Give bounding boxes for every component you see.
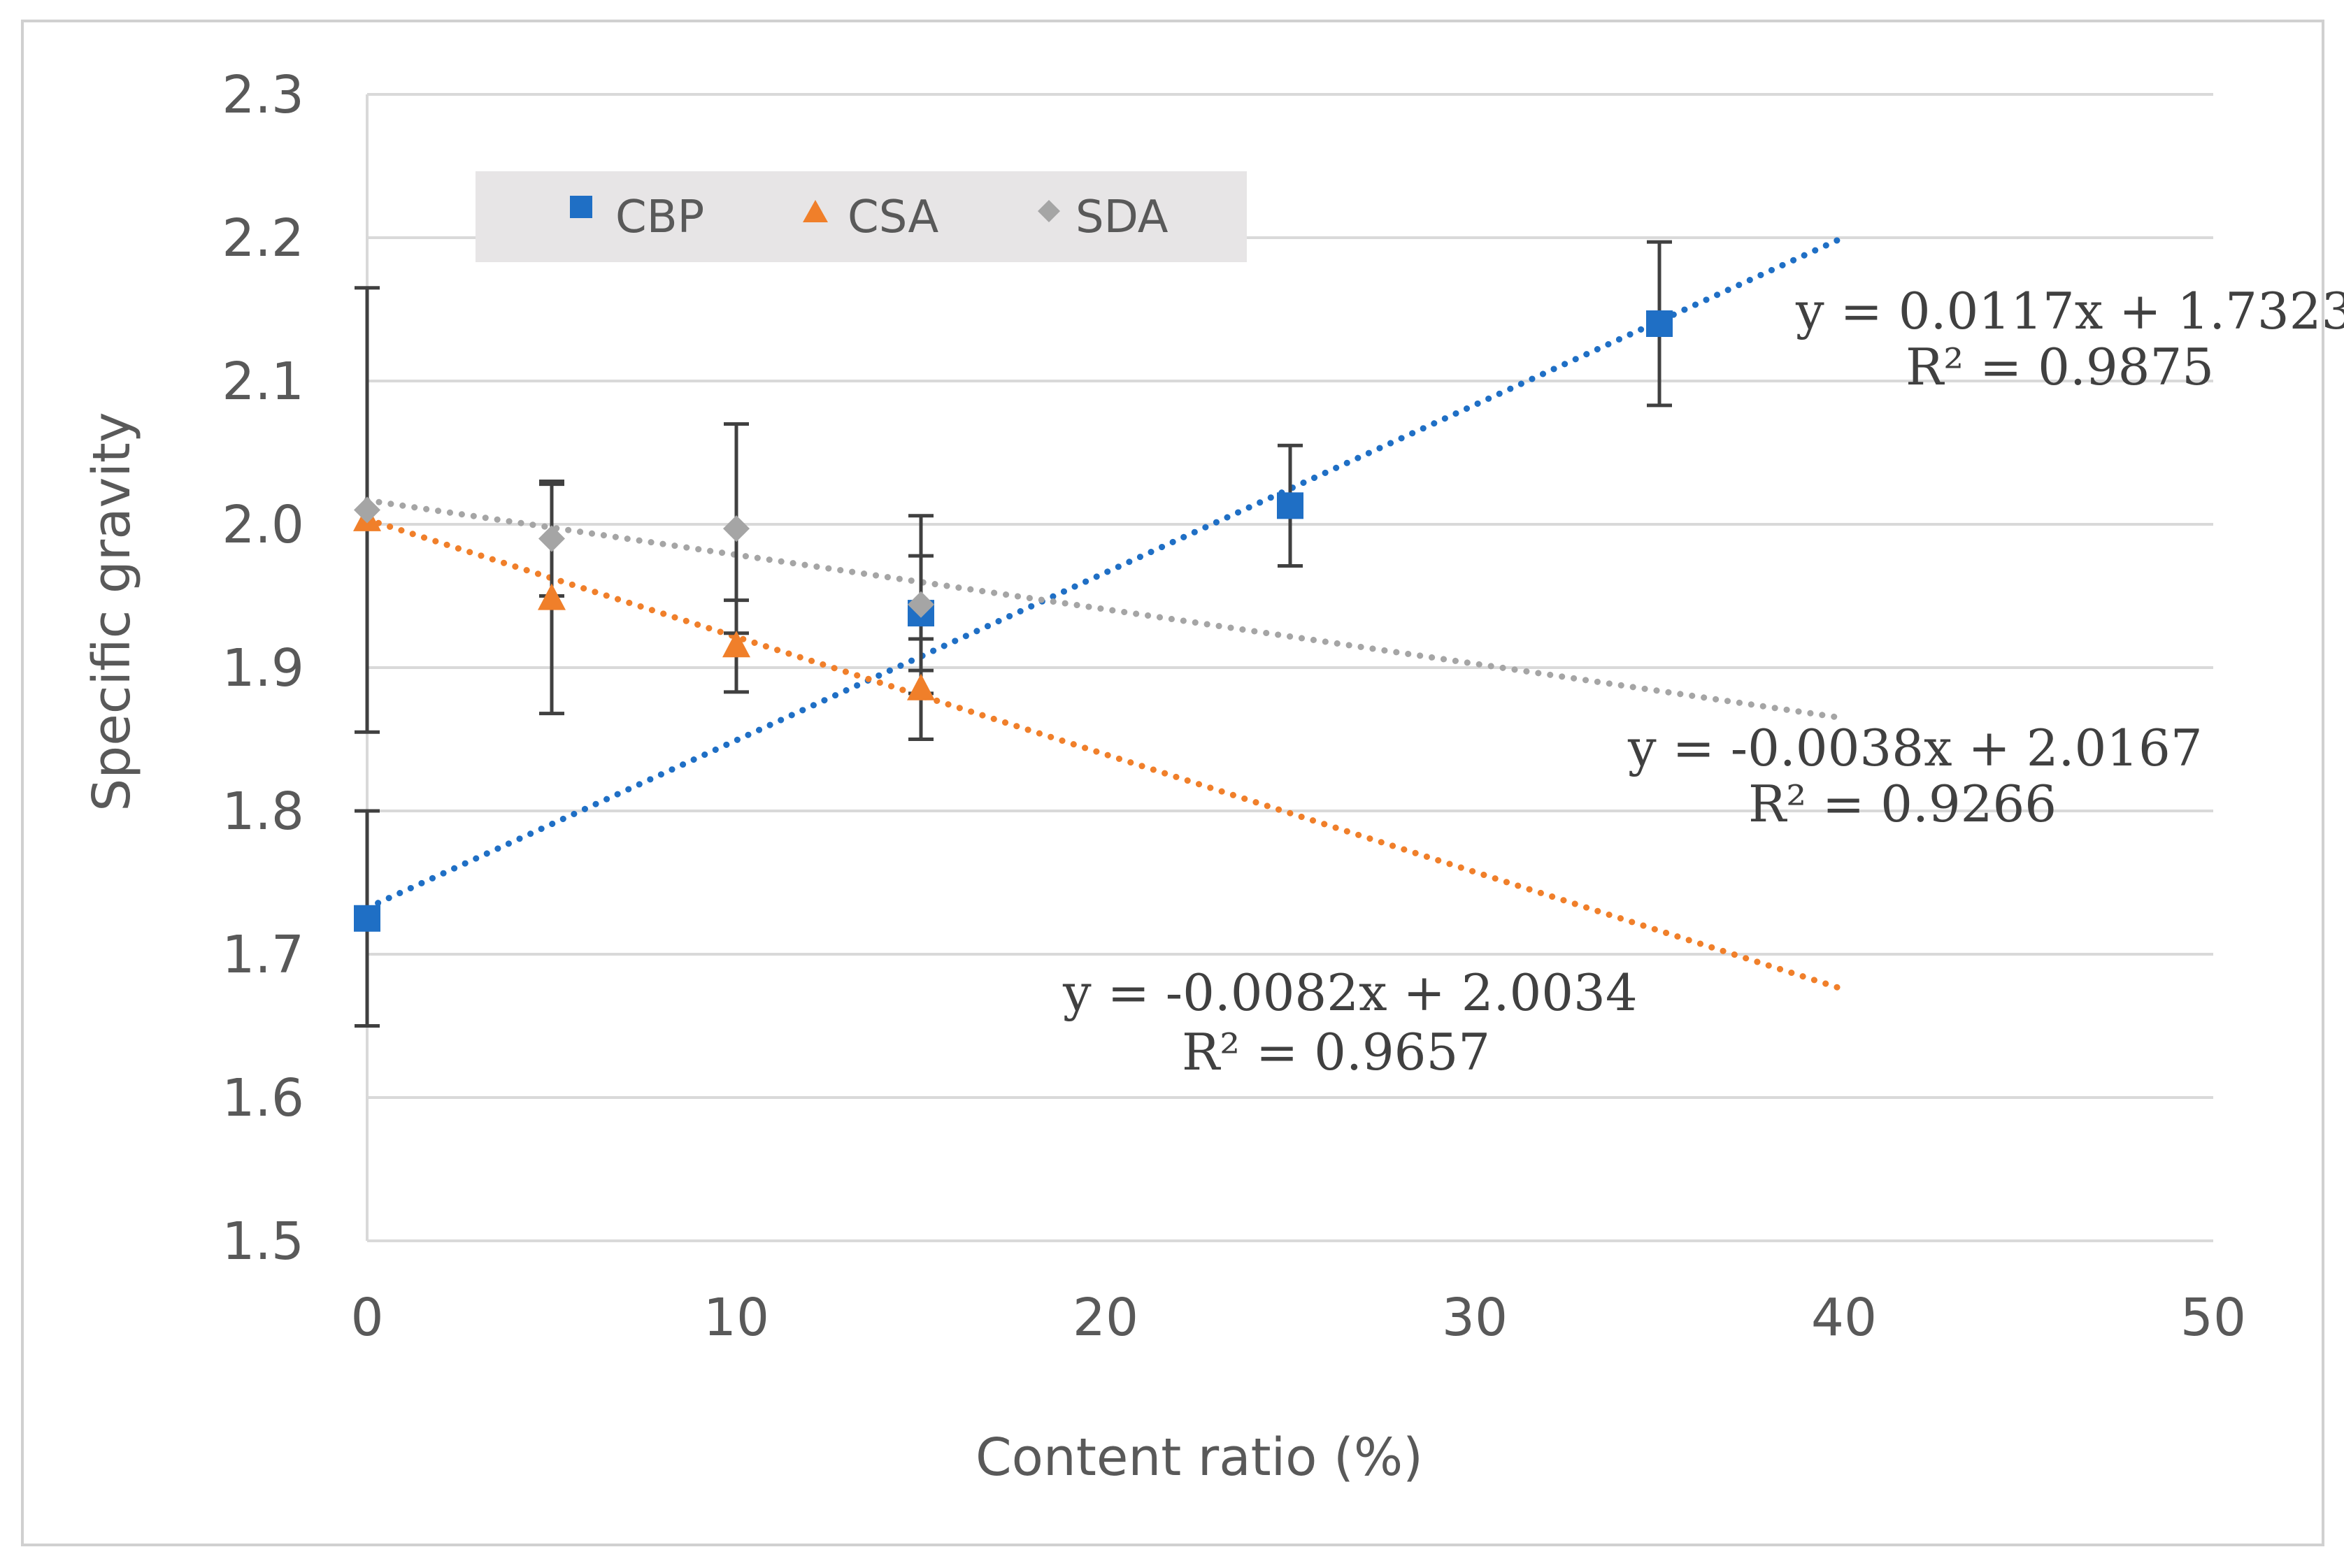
- data-point-cbp: [354, 905, 380, 932]
- y-tick-label: 2.0: [222, 495, 304, 555]
- cbp-trend-r2: R² = 0.9875: [1906, 338, 2214, 396]
- legend: CBP CSA SDA: [476, 171, 1247, 262]
- y-tick-label: 1.8: [222, 782, 304, 842]
- legend-marker-csa: [803, 200, 828, 222]
- data-point-csa: [538, 583, 566, 610]
- y-tick-labels: 1.5 1.6 1.7 1.8 1.9 2.0 2.1 2.2 2.3: [222, 65, 304, 1272]
- sda-trend-r2: R² = 0.9266: [1748, 775, 2057, 833]
- sda-trend-equation: y = -0.0038x + 2.0167: [1627, 719, 2203, 777]
- x-tick-label: 0: [350, 1288, 383, 1348]
- x-tick-label: 30: [1442, 1288, 1508, 1348]
- legend-marker-cbp: [570, 196, 592, 218]
- y-tick-label: 2.3: [222, 65, 304, 125]
- trendline-cbp: [364, 233, 1848, 912]
- y-tick-label: 1.7: [222, 925, 304, 985]
- x-tick-label: 50: [2180, 1288, 2246, 1348]
- data-point-cbp: [1646, 310, 1673, 337]
- figure-border: [21, 20, 2324, 1546]
- data-point-sda: [723, 515, 750, 542]
- trendline-sda: [364, 497, 1848, 721]
- trendlines: [364, 233, 1848, 993]
- legend-marker-sda: [1038, 200, 1060, 222]
- csa-trend-equation: y = -0.0082x + 2.0034: [1062, 963, 1638, 1022]
- x-tick-label: 10: [703, 1288, 769, 1348]
- y-tick-label: 1.5: [222, 1211, 304, 1272]
- data-point-sda: [538, 525, 565, 552]
- y-tick-label: 2.1: [222, 352, 304, 412]
- data-points: [353, 310, 1673, 932]
- csa-trend-r2: R² = 0.9657: [1182, 1023, 1490, 1081]
- data-point-csa: [722, 631, 750, 658]
- y-tick-label: 2.2: [222, 208, 304, 268]
- legend-label-sda: SDA: [1075, 192, 1169, 243]
- data-point-csa: [907, 673, 935, 700]
- data-point-sda: [908, 591, 934, 618]
- y-tick-label: 1.9: [222, 638, 304, 698]
- cbp-trend-equation: y = 0.0117x + 1.7323: [1795, 282, 2344, 340]
- x-tick-labels: 0 10 20 30 40 50: [350, 1288, 2246, 1348]
- y-axis-title: Specific gravity: [82, 412, 142, 811]
- x-tick-label: 40: [1811, 1288, 1877, 1348]
- x-tick-label: 20: [1073, 1288, 1138, 1348]
- x-axis-title: Content ratio (%): [976, 1427, 1423, 1488]
- legend-label-cbp: CBP: [615, 192, 704, 243]
- y-tick-label: 1.6: [222, 1068, 304, 1128]
- legend-background: [476, 171, 1247, 262]
- data-point-cbp: [1277, 492, 1303, 519]
- legend-label-csa: CSA: [848, 192, 939, 243]
- trendline-csa: [364, 516, 1848, 993]
- data-point-sda: [354, 496, 380, 524]
